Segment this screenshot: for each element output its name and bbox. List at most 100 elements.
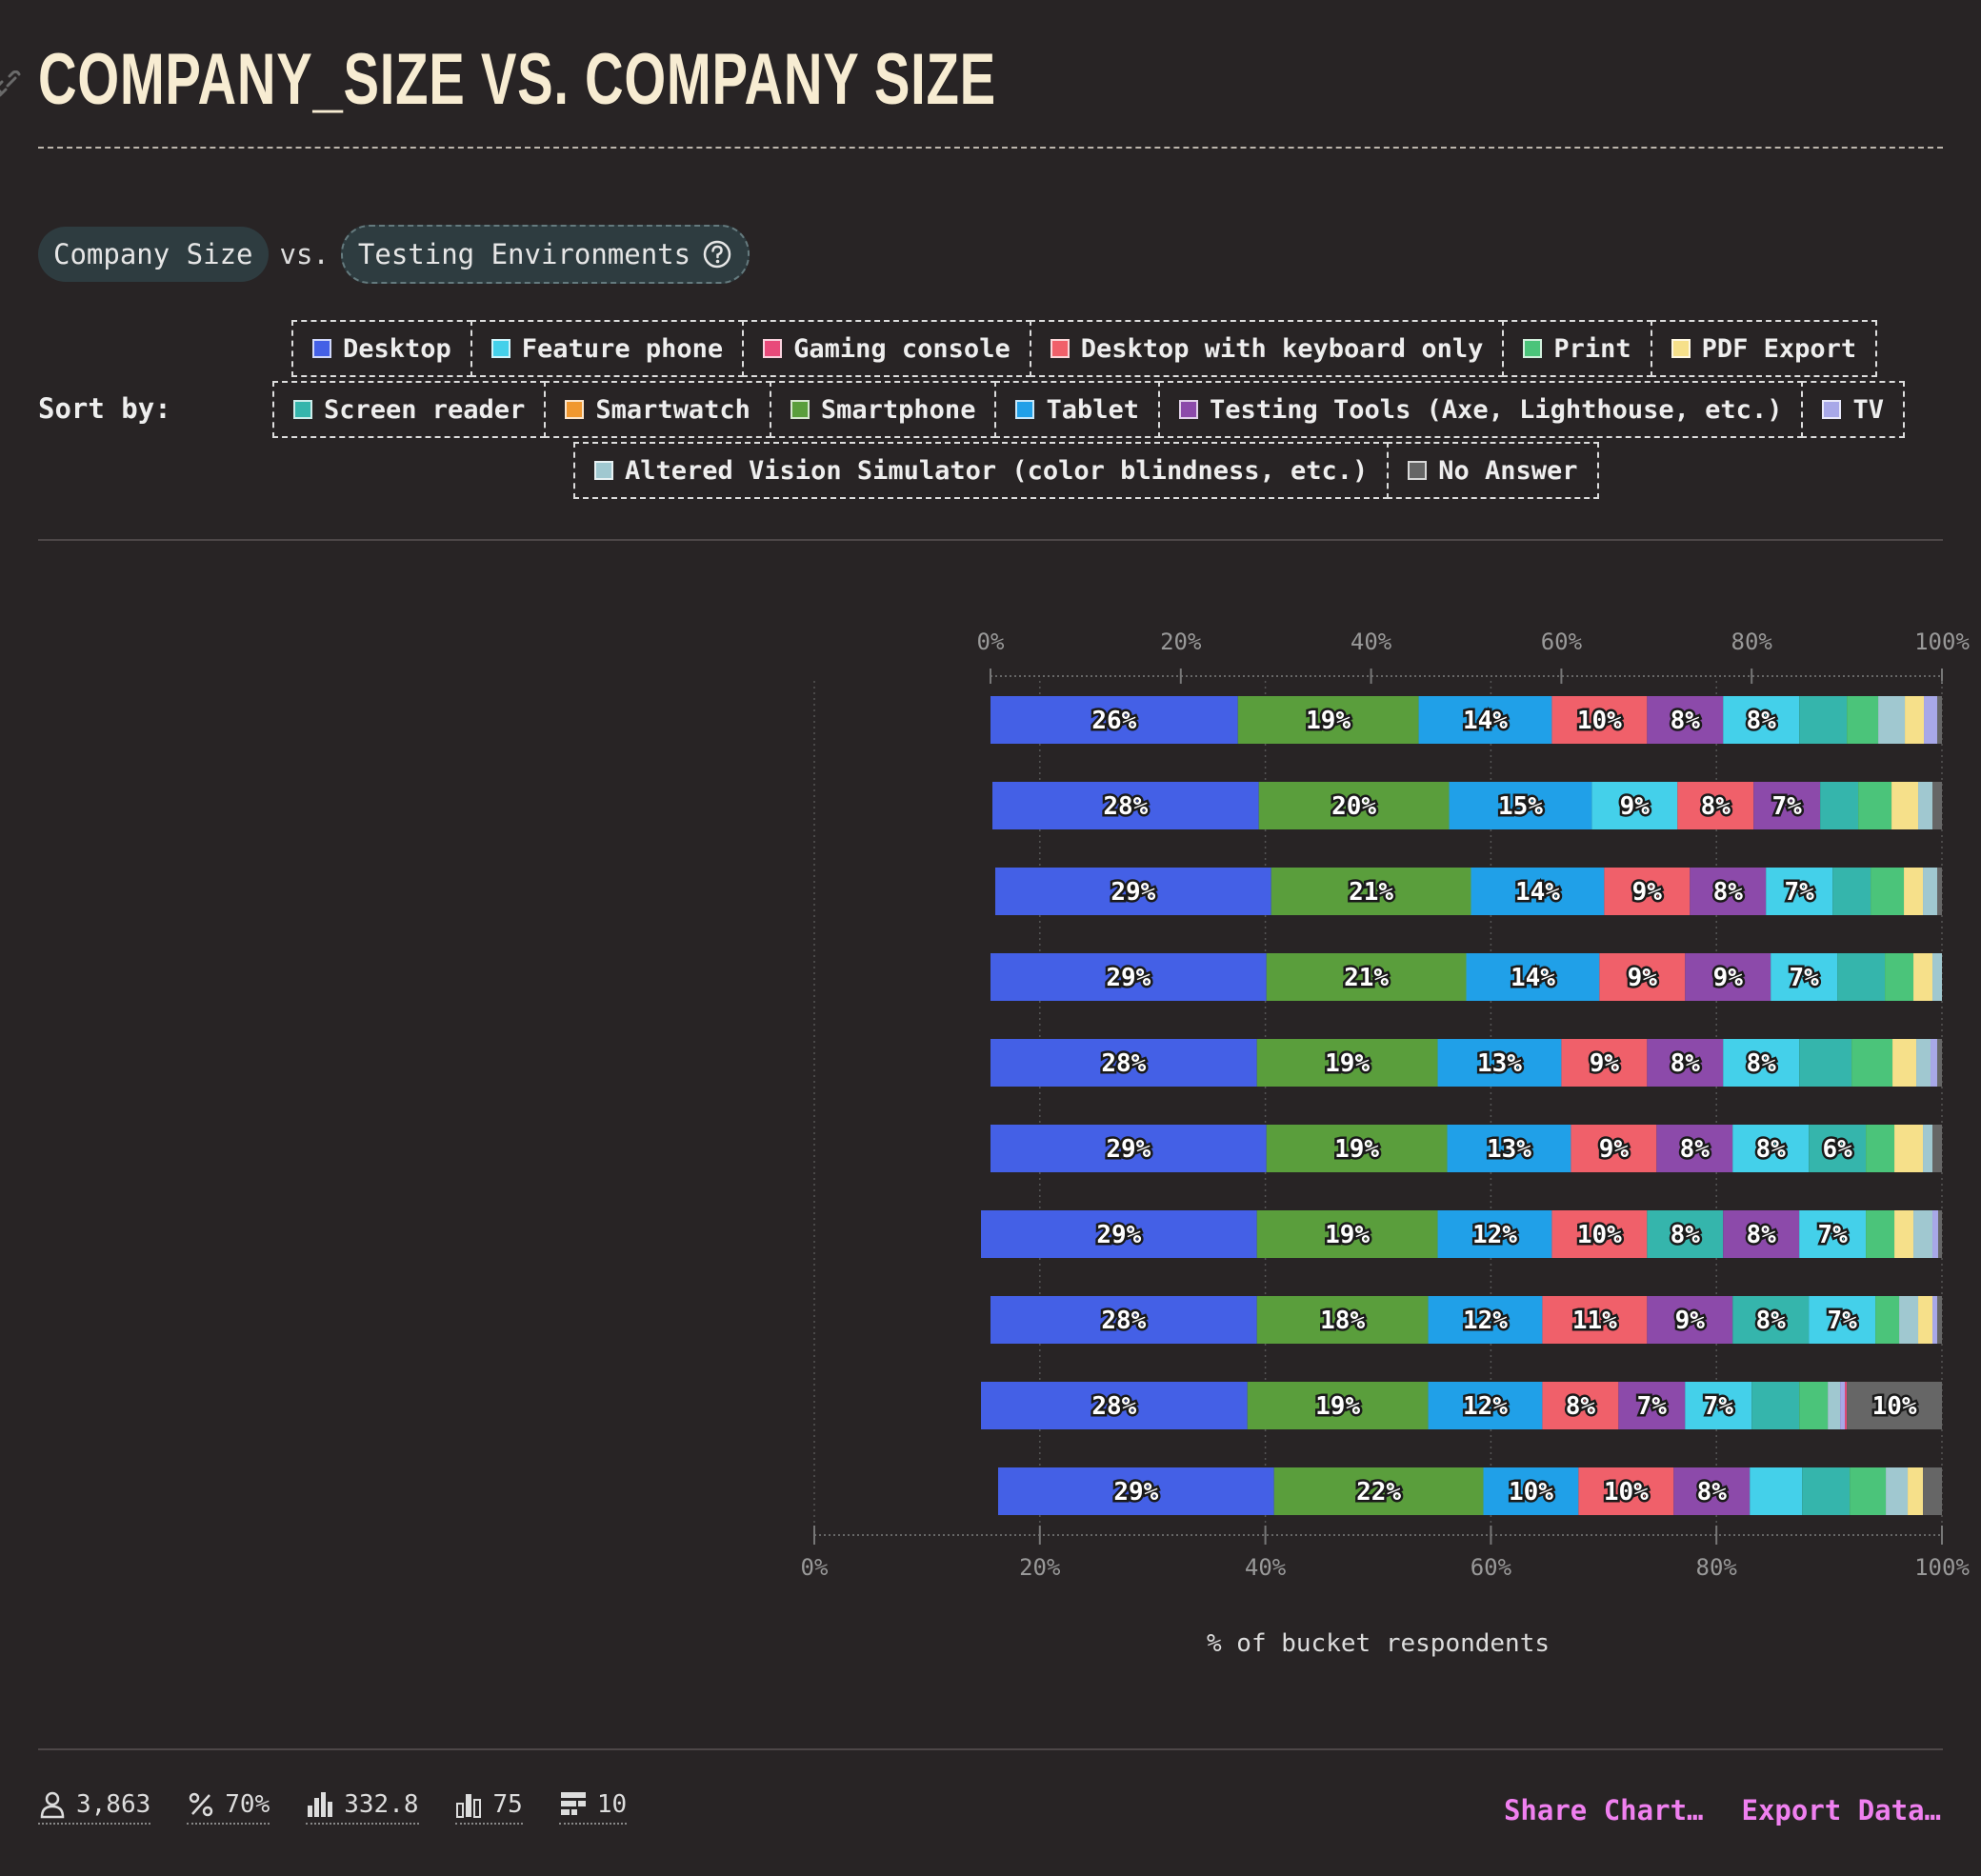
bar-segment[interactable] (1866, 1210, 1895, 1258)
bar-segment[interactable] (1732, 1125, 1810, 1172)
bar-segment[interactable] (1799, 696, 1848, 744)
bar-segment[interactable] (1845, 1382, 1848, 1429)
buckets-stat[interactable]: 10 (558, 1790, 628, 1825)
bar-segment[interactable] (1899, 1296, 1919, 1344)
bar-segment[interactable] (1618, 1382, 1686, 1429)
bar-segment[interactable] (1932, 1296, 1938, 1344)
bar-segment[interactable] (1858, 782, 1892, 829)
bar-segment[interactable] (1673, 1467, 1751, 1515)
bar-segment[interactable] (1847, 1382, 1942, 1429)
bar-segment[interactable] (1647, 696, 1724, 744)
bar-segment[interactable] (1799, 1210, 1867, 1258)
bar-segment[interactable] (1809, 1296, 1876, 1344)
bar-segment[interactable] (1571, 1125, 1657, 1172)
legend-item-pdf-export[interactable]: PDF Export (1650, 320, 1878, 377)
legend-item-gaming-console[interactable]: Gaming console (742, 320, 1031, 377)
bar-segment[interactable] (1428, 1296, 1543, 1344)
bar-segment[interactable] (1847, 696, 1879, 744)
bar-segment[interactable] (1266, 1125, 1448, 1172)
export-data-link[interactable]: Export Data… (1741, 1794, 1941, 1826)
legend-item-testing-tools[interactable]: Testing Tools (Axe, Lighthouse, etc.) (1158, 381, 1804, 438)
bar-segment[interactable] (1247, 1382, 1429, 1429)
bar-segment[interactable] (1771, 953, 1838, 1001)
bar-segment[interactable] (1561, 1039, 1648, 1087)
respondents-stat[interactable]: 3,863 (38, 1790, 151, 1825)
legend-item-tablet[interactable]: Tablet (994, 381, 1160, 438)
bar-segment[interactable] (1802, 1467, 1851, 1515)
bar-segment[interactable] (1905, 696, 1925, 744)
bar-segment[interactable] (1685, 1382, 1752, 1429)
bar-segment[interactable] (1923, 868, 1938, 915)
bar-segment[interactable] (1437, 1039, 1562, 1087)
legend-item-no-answer[interactable]: No Answer (1387, 442, 1599, 499)
bar-segment[interactable] (1418, 696, 1552, 744)
bar-segment[interactable] (1931, 1039, 1938, 1087)
bar-segment[interactable] (1918, 782, 1933, 829)
bar-segment[interactable] (990, 953, 1267, 1001)
help-icon[interactable] (702, 239, 732, 269)
bar-segment[interactable] (981, 1210, 1257, 1258)
bar-segment[interactable] (1892, 1039, 1917, 1087)
bar-segment[interactable] (1766, 868, 1833, 915)
bar-segment[interactable] (990, 1039, 1257, 1087)
bar-segment[interactable] (1237, 696, 1419, 744)
bar-segment[interactable] (1256, 1296, 1429, 1344)
bar-segment[interactable] (1690, 868, 1767, 915)
bar-segment[interactable] (1916, 1039, 1931, 1087)
bar-segment[interactable] (1908, 1467, 1924, 1515)
bar-segment[interactable] (1647, 1210, 1724, 1258)
bar-segment[interactable] (1551, 1210, 1648, 1258)
link-icon[interactable] (0, 70, 21, 99)
bar-segment[interactable] (991, 782, 1259, 829)
legend-item-desktop[interactable]: Desktop (291, 320, 472, 377)
bar-segment[interactable] (1885, 953, 1914, 1001)
legend-item-screen-reader[interactable]: Screen reader (272, 381, 547, 438)
mean-stat[interactable]: 332.8 (306, 1790, 419, 1825)
bar-segment[interactable] (1820, 782, 1859, 829)
bar-segment[interactable] (1751, 1382, 1800, 1429)
bar-segment[interactable] (1271, 868, 1471, 915)
bar-segment[interactable] (1551, 696, 1648, 744)
bar-segment[interactable] (1937, 1039, 1942, 1087)
bar-segment[interactable] (1850, 1467, 1887, 1515)
bar-segment[interactable] (997, 1467, 1274, 1515)
bar-segment[interactable] (1837, 953, 1886, 1001)
bar-segment[interactable] (1723, 1039, 1800, 1087)
bar-segment[interactable] (1428, 1382, 1543, 1429)
bar-segment[interactable] (1937, 696, 1942, 744)
bar-segment[interactable] (1878, 696, 1906, 744)
bar-segment[interactable] (1894, 1125, 1924, 1172)
legend-item-smartwatch[interactable]: Smartwatch (544, 381, 771, 438)
share-chart-link[interactable]: Share Chart… (1503, 1794, 1704, 1826)
bar-segment[interactable] (1723, 696, 1800, 744)
bar-segment[interactable] (1447, 1125, 1571, 1172)
median-stat[interactable]: 75 (454, 1790, 523, 1825)
bar-segment[interactable] (1799, 1039, 1852, 1087)
bar-segment[interactable] (1256, 1210, 1438, 1258)
completion-stat[interactable]: 70% (187, 1790, 270, 1825)
bar-segment[interactable] (1923, 1467, 1942, 1515)
bar-segment[interactable] (1604, 868, 1691, 915)
x-variable-selector[interactable]: Company Size (38, 227, 269, 282)
bar-segment[interactable] (1647, 1039, 1724, 1087)
bar-segment[interactable] (1809, 1125, 1867, 1172)
legend-item-feature-phone[interactable]: Feature phone (470, 320, 745, 377)
bar-segment[interactable] (1886, 1467, 1909, 1515)
bar-segment[interactable] (1656, 1125, 1733, 1172)
bar-segment[interactable] (1840, 1382, 1846, 1429)
bar-segment[interactable] (1932, 1125, 1942, 1172)
bar-segment[interactable] (1685, 953, 1771, 1001)
bar-segment[interactable] (1932, 953, 1942, 1001)
legend-item-altered-vision-simulator[interactable]: Altered Vision Simulator (color blindnes… (573, 442, 1390, 499)
bar-segment[interactable] (1266, 953, 1467, 1001)
bar-segment[interactable] (981, 1382, 1248, 1429)
bar-segment[interactable] (1466, 953, 1600, 1001)
bar-segment[interactable] (1937, 868, 1942, 915)
bar-segment[interactable] (1542, 1296, 1648, 1344)
bar-segment[interactable] (1875, 1296, 1900, 1344)
bar-segment[interactable] (1273, 1467, 1484, 1515)
bar-segment[interactable] (1913, 1210, 1933, 1258)
bar-segment[interactable] (1677, 782, 1754, 829)
bar-segment[interactable] (1471, 868, 1605, 915)
bar-segment[interactable] (1851, 1039, 1893, 1087)
